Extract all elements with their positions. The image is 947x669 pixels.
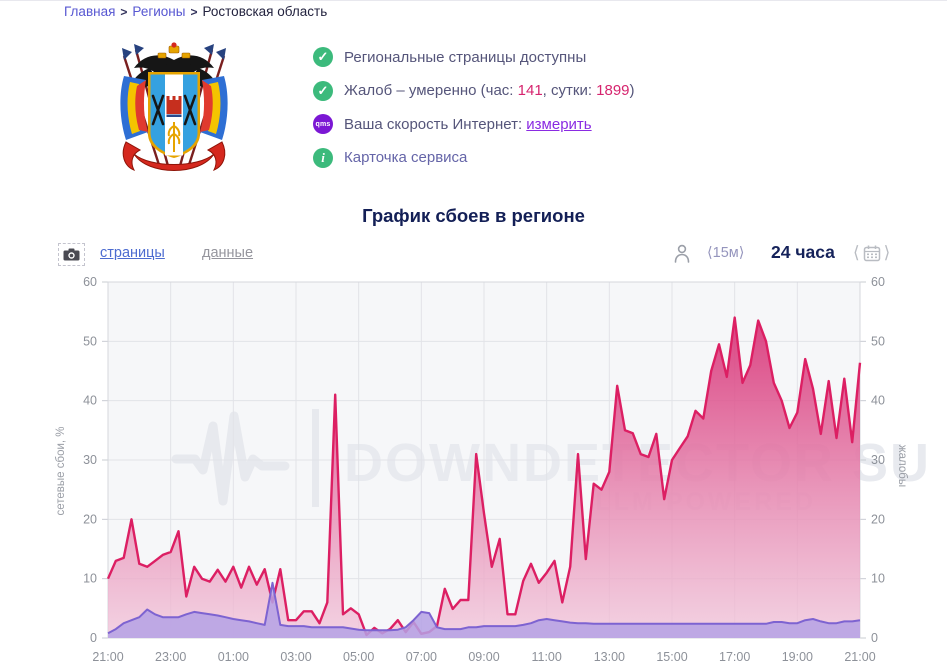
prev-day-arrow[interactable]: ⟨ — [853, 243, 860, 262]
status-row-pages: ✓ Региональные страницы доступны — [313, 46, 635, 68]
breadcrumb: Главная > Регионы > Ростовская область — [64, 4, 327, 19]
svg-text:60: 60 — [83, 275, 97, 289]
service-card-link[interactable]: Карточка сервиса — [344, 149, 468, 166]
tab-pages[interactable]: страницы — [100, 245, 165, 261]
svg-text:13:00: 13:00 — [594, 650, 625, 664]
outage-chart[interactable]: DOWNDETECTOR SULLM POWERED00101020203030… — [0, 263, 947, 669]
svg-text:сетевые сбои, %: сетевые сбои, % — [55, 426, 67, 515]
svg-text:21:00: 21:00 — [844, 650, 875, 664]
breadcrumb-regions-link[interactable]: Регионы — [132, 4, 186, 19]
period-label: 24 часа — [771, 242, 835, 262]
svg-text:03:00: 03:00 — [280, 650, 311, 664]
ribbon — [122, 141, 226, 171]
next-day-arrow[interactable]: ⟩ — [883, 243, 891, 262]
date-navigation: ⟨ ⟩ — [851, 242, 892, 264]
svg-text:11:00: 11:00 — [531, 650, 561, 664]
person-icon[interactable] — [674, 244, 690, 268]
chart-toolbar: страницы данные ⟨15м⟩ 24 часа ⟨ ⟩ — [0, 241, 947, 269]
svg-text:20: 20 — [83, 512, 97, 526]
svg-text:09:00: 09:00 — [468, 650, 499, 664]
interval-selector[interactable]: ⟨15м⟩ — [707, 245, 745, 261]
camera-icon — [63, 248, 80, 261]
svg-text:10: 10 — [871, 572, 885, 586]
breadcrumb-current: Ростовская область — [202, 4, 328, 19]
status-list: ✓ Региональные страницы доступны ✓ Жалоб… — [313, 46, 635, 180]
svg-text:01:00: 01:00 — [218, 650, 249, 664]
complaints-day-count: 1899 — [596, 82, 630, 99]
don-flags — [120, 76, 228, 140]
svg-text:жалобы: жалобы — [896, 445, 908, 487]
svg-text:20: 20 — [871, 512, 885, 526]
status-row-complaints: ✓ Жалоб – умеренно (час: 141, сутки: 189… — [313, 80, 635, 102]
svg-text:0: 0 — [871, 631, 878, 645]
svg-text:17:00: 17:00 — [719, 650, 750, 664]
svg-text:19:00: 19:00 — [782, 650, 813, 664]
svg-text:21:00: 21:00 — [92, 650, 123, 664]
svg-text:05:00: 05:00 — [343, 650, 374, 664]
status-speedtest-text: Ваша скорость Интернет: измерить — [344, 115, 592, 133]
qms-icon: qms — [313, 114, 333, 134]
check-icon: ✓ — [313, 47, 333, 67]
breadcrumb-home-link[interactable]: Главная — [64, 4, 116, 19]
svg-text:60: 60 — [871, 275, 885, 289]
status-pages-text: Региональные страницы доступны — [344, 48, 587, 66]
region-coat-of-arms — [120, 42, 228, 171]
tab-data[interactable]: данные — [202, 245, 254, 261]
breadcrumb-separator: > — [120, 5, 128, 19]
calendar-icon[interactable] — [862, 244, 882, 263]
svg-text:40: 40 — [871, 394, 885, 408]
complaints-hour-count: 141 — [517, 82, 543, 99]
status-complaints-text: Жалоб – умеренно (час: 141, сутки: 1899) — [344, 82, 635, 99]
info-icon: i — [313, 147, 333, 168]
svg-text:07:00: 07:00 — [406, 650, 437, 664]
shield — [148, 72, 200, 158]
chart-title: График сбоев в регионе — [362, 205, 585, 226]
svg-text:15:00: 15:00 — [656, 650, 687, 664]
svg-text:50: 50 — [83, 334, 97, 348]
breadcrumb-separator: > — [190, 5, 198, 19]
svg-text:23:00: 23:00 — [155, 650, 186, 664]
status-row-service-card: i Карточка сервиса — [313, 147, 635, 169]
svg-text:40: 40 — [83, 394, 97, 408]
svg-text:0: 0 — [90, 631, 97, 645]
status-row-speedtest: qms Ваша скорость Интернет: измерить — [313, 113, 635, 135]
svg-text:10: 10 — [83, 572, 97, 586]
measure-speed-link[interactable]: измерить — [526, 115, 592, 133]
check-icon: ✓ — [313, 80, 333, 101]
screenshot-button[interactable] — [58, 243, 85, 266]
svg-text:30: 30 — [83, 453, 97, 467]
svg-text:50: 50 — [871, 334, 885, 348]
svg-text:30: 30 — [871, 453, 885, 467]
